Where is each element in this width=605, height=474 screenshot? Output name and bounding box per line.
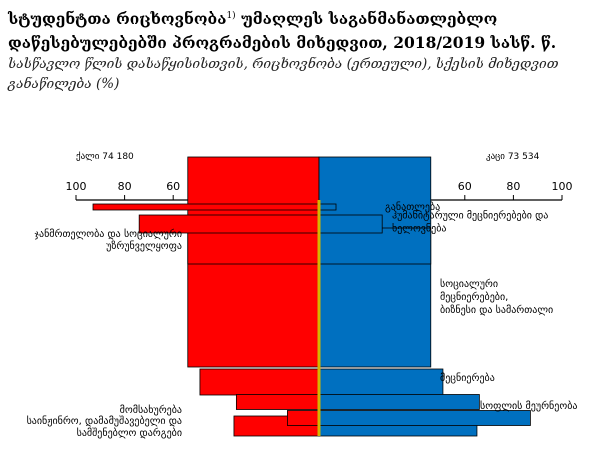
male-bar [318,203,337,211]
female-bar [199,368,320,396]
category-label-left: საინჟინრო, დამამუშავებელი და [27,415,182,427]
footnote-marker: 1) [226,11,236,21]
category-label-right: განათლება [385,201,440,213]
male-bar [318,410,531,426]
female-bar [92,203,320,211]
female-bar [287,410,320,426]
chart-title-rest: უმაღლეს საგანმანათლებლო დაწესებულებებში … [8,9,557,53]
chart-title-main: სტუდენტთა რიცხოვნობა [8,9,227,29]
x-tick-label: 80 [506,180,520,193]
male-bar [318,214,383,234]
category-label-left: სამშენებლო დარგები [77,427,182,439]
x-tick-label: 60 [458,180,472,193]
chart-subtitle: სასწავლო წლის დასაწყისისთვის, რიცხოვნობა… [8,56,559,92]
male-bar [318,227,432,265]
female-bar [235,394,320,410]
female-total-label: ქალი 74 180 [76,151,134,162]
category-label-right: სოციალური [440,278,498,290]
x-tick-label: 80 [118,180,132,193]
x-tick-label: 100 [66,180,87,193]
category-label-right: ბიზნესი და სამართალი [440,304,553,316]
female-bar [187,227,320,265]
category-label-right: ხელოვნება [392,223,447,235]
category-label-right: მეცნიერება [440,372,495,384]
male-bar [318,368,444,396]
male-total-label: კაცი 73 534 [486,152,540,162]
x-tick-label: 60 [166,180,180,193]
category-label-right: სოფლის მეურნეობა [480,400,577,412]
category-label-left: მომსახურება [120,404,182,416]
category-label-right: ჰუმანიტარული მეცნიერებები და [392,210,548,222]
x-tick-label: 100 [552,180,573,193]
chart-title: სტუდენტთა რიცხოვნობა1) უმაღლეს საგანმანა… [8,4,600,55]
category-label-left: ჯანმრთელობა და სოციალური [34,228,182,240]
male-bar [318,394,480,410]
category-label-left: უზრუნველყოფა [106,240,182,252]
category-label-right: მეცნიერებები, [440,291,508,303]
